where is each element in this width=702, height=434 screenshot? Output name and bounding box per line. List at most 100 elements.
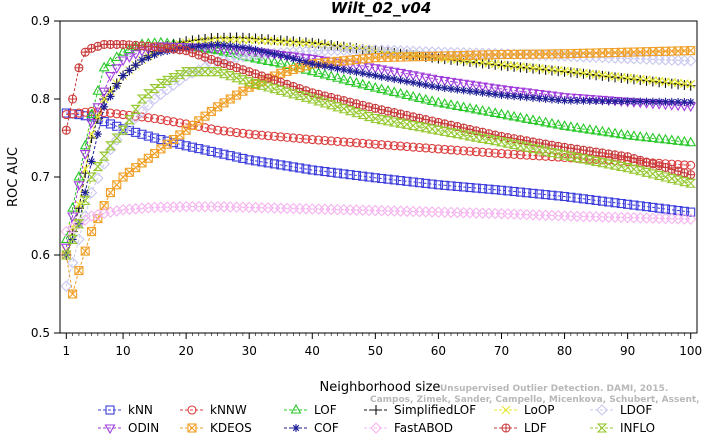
data-point-inflo bbox=[346, 107, 354, 115]
data-point-cof bbox=[277, 51, 285, 59]
data-point-cof bbox=[466, 87, 474, 95]
data-point-cof bbox=[390, 75, 398, 83]
data-point-cof bbox=[233, 43, 241, 51]
data-point-cof bbox=[472, 88, 480, 96]
data-point-cof bbox=[289, 55, 297, 63]
y-tick-label: 0.6 bbox=[31, 248, 50, 262]
series-ldof bbox=[61, 45, 695, 291]
data-point-inflo bbox=[144, 90, 152, 98]
x-tick-label: 80 bbox=[557, 344, 572, 358]
data-point-inflo bbox=[226, 72, 234, 80]
y-tick-label: 0.9 bbox=[31, 14, 50, 28]
data-point-ldf bbox=[62, 126, 70, 134]
data-point-inflo bbox=[239, 76, 247, 84]
data-point-cof bbox=[201, 42, 209, 50]
data-point-cof bbox=[283, 53, 291, 61]
data-point-inflo bbox=[687, 179, 695, 187]
y-axis-label: ROC AUC bbox=[6, 147, 21, 207]
data-point-cof bbox=[384, 74, 392, 82]
x-axis-label: Neighborhood size bbox=[320, 380, 441, 395]
y-tick-label: 0.5 bbox=[31, 326, 50, 340]
data-point-cof bbox=[447, 85, 455, 93]
data-point-cof bbox=[321, 62, 329, 70]
x-tick-label: 70 bbox=[494, 344, 509, 358]
data-point-cof bbox=[422, 81, 430, 89]
data-point-cof bbox=[239, 44, 247, 52]
data-point-inflo bbox=[340, 105, 348, 113]
data-point-cof bbox=[245, 44, 253, 52]
data-point-kdeos bbox=[113, 181, 121, 189]
data-point-cof bbox=[397, 76, 405, 84]
data-point-cof bbox=[88, 157, 96, 165]
legend-marker-odin bbox=[106, 425, 115, 433]
legend-entry-ldf: LDF bbox=[494, 421, 547, 434]
x-tick-label: 90 bbox=[620, 344, 635, 358]
x-tick-label: 30 bbox=[242, 344, 257, 358]
legend: kNN kNNW LOF SimplifiedLOF LoOP LDOFODIN KDEOS… bbox=[98, 403, 655, 434]
x-tick-label: 100 bbox=[679, 344, 702, 358]
data-point-cof bbox=[195, 42, 203, 50]
series-line-ldof bbox=[66, 50, 690, 286]
x-tick-label: 40 bbox=[305, 344, 320, 358]
legend-label-inflo: INFLO bbox=[620, 421, 655, 434]
watermark-line-1: Unsupervised Outlier Detection. DAMI, 20… bbox=[440, 384, 668, 394]
data-point-cof bbox=[434, 83, 442, 91]
series-layer bbox=[61, 32, 695, 298]
legend-entry-knn: kNN bbox=[98, 403, 153, 417]
data-point-ldf bbox=[69, 95, 77, 103]
legend-label-fastabod: FastABOD bbox=[394, 421, 453, 434]
legend-label-loop: LoOP bbox=[524, 403, 555, 417]
data-point-inflo bbox=[334, 103, 342, 111]
data-point-cof bbox=[441, 84, 449, 92]
legend-entry-loop: LoOP bbox=[494, 403, 555, 417]
data-point-cof bbox=[491, 90, 499, 98]
data-point-ldf bbox=[75, 64, 83, 72]
data-point-cof bbox=[220, 41, 228, 49]
legend-marker-lof bbox=[292, 405, 301, 413]
data-point-cof bbox=[409, 79, 417, 87]
data-point-kdeos bbox=[88, 228, 96, 236]
data-point-cof bbox=[460, 86, 468, 94]
legend-entry-odin: ODIN bbox=[98, 421, 159, 434]
data-point-cof bbox=[302, 58, 310, 66]
data-point-cof bbox=[415, 80, 423, 88]
legend-label-ldof: LDOF bbox=[620, 403, 652, 417]
data-point-kdeos bbox=[81, 247, 89, 255]
legend-marker-loop bbox=[502, 406, 510, 414]
x-tick-label: 1 bbox=[62, 344, 70, 358]
legend-label-lof: LOF bbox=[314, 403, 337, 417]
data-point-inflo bbox=[327, 101, 335, 109]
data-point-cof bbox=[207, 41, 215, 49]
data-point-inflo bbox=[106, 142, 114, 150]
data-point-cof bbox=[214, 40, 222, 48]
legend-entry-ldof: LDOF bbox=[590, 403, 652, 417]
data-point-cof bbox=[485, 90, 493, 98]
data-point-inflo bbox=[151, 85, 159, 93]
data-point-inflo bbox=[233, 74, 241, 82]
data-point-cof bbox=[315, 61, 323, 69]
data-point-cof bbox=[81, 189, 89, 197]
legend-marker-kdeos bbox=[188, 424, 196, 432]
data-point-cof bbox=[296, 56, 304, 64]
data-point-cof bbox=[352, 68, 360, 76]
data-point-cof bbox=[334, 65, 342, 73]
y-tick-label: 0.7 bbox=[31, 170, 50, 184]
data-point-cof bbox=[264, 49, 272, 57]
series-fastabod bbox=[61, 202, 695, 237]
data-point-inflo bbox=[94, 163, 102, 171]
data-point-inflo bbox=[352, 109, 360, 117]
legend-marker-inflo bbox=[598, 424, 606, 432]
data-point-cof bbox=[371, 72, 379, 80]
legend-entry-cof: COF bbox=[284, 421, 339, 434]
legend-entry-simplifiedlof: SimplifiedLOF bbox=[364, 403, 476, 417]
legend-label-odin: ODIN bbox=[128, 421, 159, 434]
legend-entry-fastabod: FastABOD bbox=[364, 421, 453, 434]
legend-label-knn: kNN bbox=[128, 403, 153, 417]
data-point-cof bbox=[378, 73, 386, 81]
data-point-kdeos bbox=[94, 215, 102, 223]
data-point-cof bbox=[359, 69, 367, 77]
x-tick-label: 60 bbox=[431, 344, 446, 358]
data-point-inflo bbox=[365, 113, 373, 121]
chart-title: Wilt_02_v04 bbox=[331, 0, 432, 17]
legend-marker-cof bbox=[292, 424, 300, 432]
